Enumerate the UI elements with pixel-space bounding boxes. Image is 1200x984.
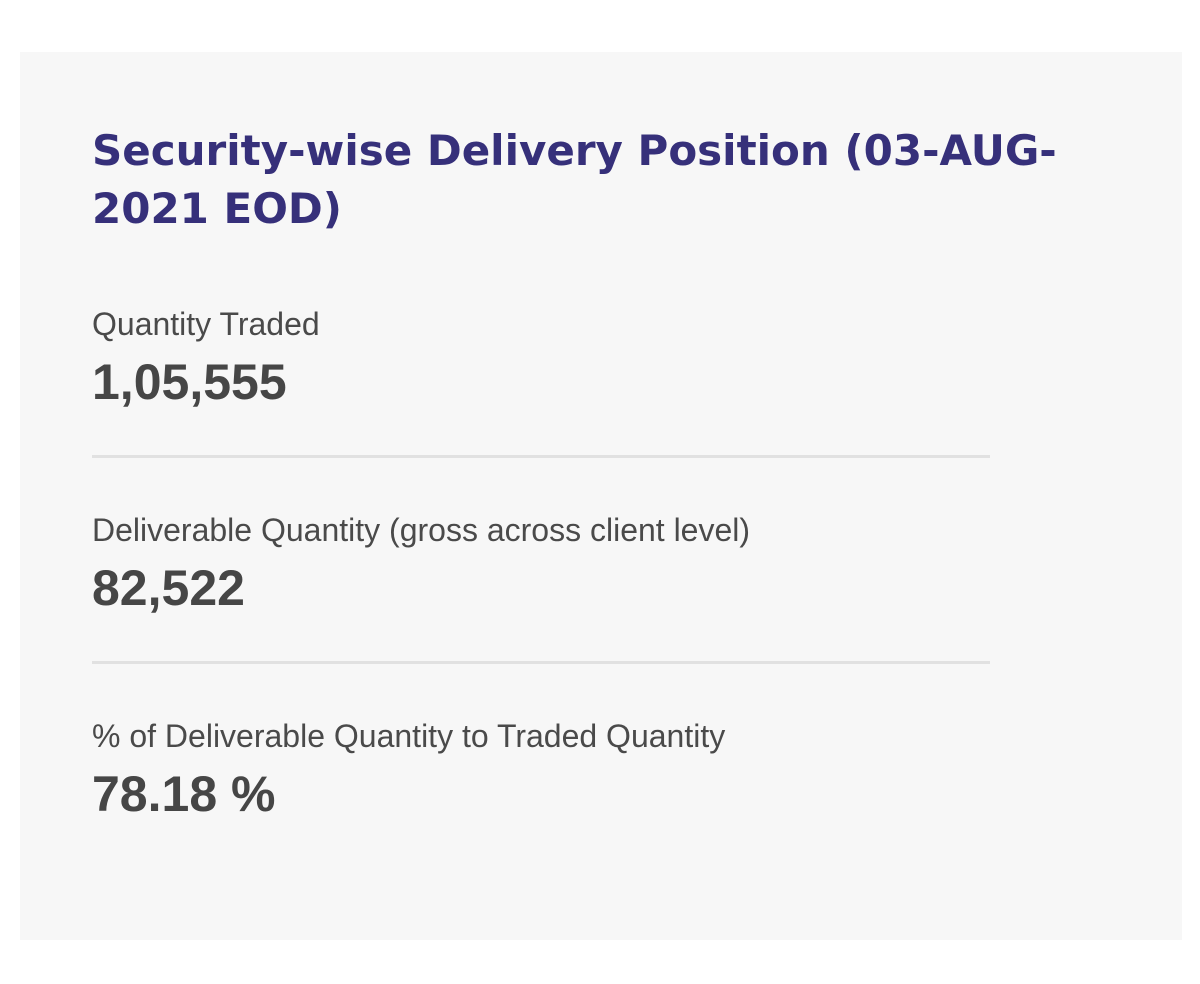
- deliverable-quantity-value: 82,522: [92, 560, 245, 616]
- quantity-traded-value: 1,05,555: [92, 354, 287, 410]
- divider: [92, 661, 990, 664]
- delivery-percentage-value: 78.18 %: [92, 766, 276, 822]
- delivery-position-card: Security-wise Delivery Position (03-AUG-…: [20, 52, 1182, 940]
- deliverable-quantity-metric: Deliverable Quantity (gross across clien…: [92, 510, 990, 618]
- card-title: Security-wise Delivery Position (03-AUG-…: [92, 126, 1057, 233]
- delivery-percentage-metric: % of Deliverable Quantity to Traded Quan…: [92, 716, 990, 824]
- divider: [92, 455, 990, 458]
- deliverable-quantity-label: Deliverable Quantity (gross across clien…: [92, 512, 751, 548]
- quantity-traded-label: Quantity Traded: [92, 306, 320, 342]
- delivery-percentage-label: % of Deliverable Quantity to Traded Quan…: [92, 718, 726, 754]
- quantity-traded-metric: Quantity Traded 1,05,555: [92, 304, 990, 412]
